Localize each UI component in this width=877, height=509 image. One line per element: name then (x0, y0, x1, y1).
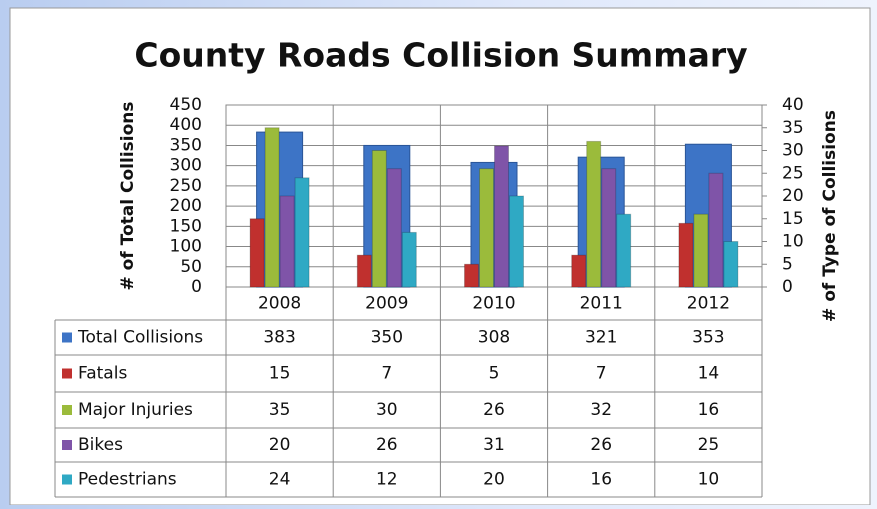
table-cell: 7 (596, 364, 607, 384)
y-tick-label: 350 (170, 135, 202, 155)
table-cell: 12 (376, 470, 398, 490)
bar (601, 168, 617, 288)
table-cell: 321 (585, 328, 617, 348)
bar (401, 231, 417, 288)
bar (678, 222, 694, 288)
bar (723, 241, 739, 288)
table-cell: 5 (489, 364, 500, 384)
bar (571, 254, 587, 288)
bar (464, 263, 479, 288)
y-tick-label: 200 (170, 196, 202, 216)
table-cell: 31 (483, 435, 505, 455)
legend-label: Total Collisions (77, 328, 203, 348)
bar (586, 140, 602, 288)
bar (494, 145, 509, 288)
y2-axis-title: # of Type of Collisions (820, 110, 840, 322)
table-cell: 20 (483, 470, 505, 490)
bar (264, 127, 280, 288)
legend-label: Bikes (78, 435, 123, 455)
legend-label: Pedestrians (78, 470, 177, 490)
bar (577, 156, 625, 288)
table-cell: 26 (590, 435, 612, 455)
legend-label: Fatals (78, 364, 127, 384)
bar (249, 218, 265, 288)
x-tick-label: 2011 (580, 294, 623, 314)
y2-tick-label: 20 (782, 186, 804, 206)
y2-tick-label: 5 (782, 254, 793, 274)
chart-title: County Roads Collision Summary (134, 36, 747, 75)
legend-swatch (62, 332, 72, 343)
bar (386, 168, 402, 288)
y2-tick-label: 40 (782, 95, 804, 115)
table-cell: 25 (698, 435, 720, 455)
y-tick-label: 250 (170, 176, 202, 196)
table-cell: 383 (263, 328, 295, 348)
table-cell: 10 (698, 470, 720, 490)
y-tick-label: 300 (170, 156, 202, 176)
bar (356, 254, 372, 288)
table-cell: 32 (590, 400, 612, 420)
legend-label: Major Injuries (78, 400, 193, 420)
legend-swatch (62, 368, 72, 379)
bar (294, 177, 310, 288)
y-tick-label: 50 (180, 257, 202, 277)
legend-swatch (62, 474, 72, 485)
x-tick-label: 2009 (365, 294, 408, 314)
bar (616, 213, 632, 288)
y2-tick-label: 15 (782, 209, 804, 229)
y-tick-label: 400 (170, 115, 202, 135)
bar (708, 172, 724, 288)
table-cell: 16 (698, 400, 720, 420)
table-cell: 30 (376, 400, 398, 420)
x-tick-label: 2010 (472, 294, 515, 314)
table-cell: 26 (483, 400, 505, 420)
y-tick-label: 150 (170, 216, 202, 236)
table-cell: 20 (269, 435, 291, 455)
table-cell: 350 (371, 328, 403, 348)
y-tick-label: 450 (170, 95, 202, 115)
y2-tick-label: 25 (782, 163, 804, 183)
table-cell: 308 (478, 328, 510, 348)
bar (509, 195, 524, 288)
bar (371, 150, 387, 288)
table-cell: 353 (692, 328, 724, 348)
y-tick-label: 100 (170, 237, 202, 257)
bar (363, 144, 411, 288)
x-tick-label: 2012 (687, 294, 730, 314)
legend-swatch (62, 405, 72, 415)
table-cell: 14 (698, 364, 720, 384)
table-cell: 24 (269, 470, 291, 490)
table-cell: 26 (376, 435, 398, 455)
table-cell: 16 (590, 470, 612, 490)
y2-tick-label: 0 (782, 277, 793, 297)
table-cell: 7 (381, 364, 392, 384)
bar (470, 161, 518, 288)
bar (279, 195, 295, 288)
bar (684, 143, 732, 288)
table-cell: 35 (269, 400, 291, 420)
legend-swatch (62, 440, 72, 450)
y2-tick-label: 10 (782, 232, 804, 252)
y-axis-title: # of Total Collisions (118, 101, 138, 290)
table-cell: 15 (269, 364, 291, 384)
bar (479, 168, 494, 288)
y2-tick-label: 30 (782, 141, 804, 161)
bar (693, 213, 709, 288)
y2-tick-label: 35 (782, 118, 804, 138)
y-tick-label: 0 (191, 277, 202, 297)
bar (256, 131, 304, 288)
x-tick-label: 2008 (258, 294, 301, 314)
